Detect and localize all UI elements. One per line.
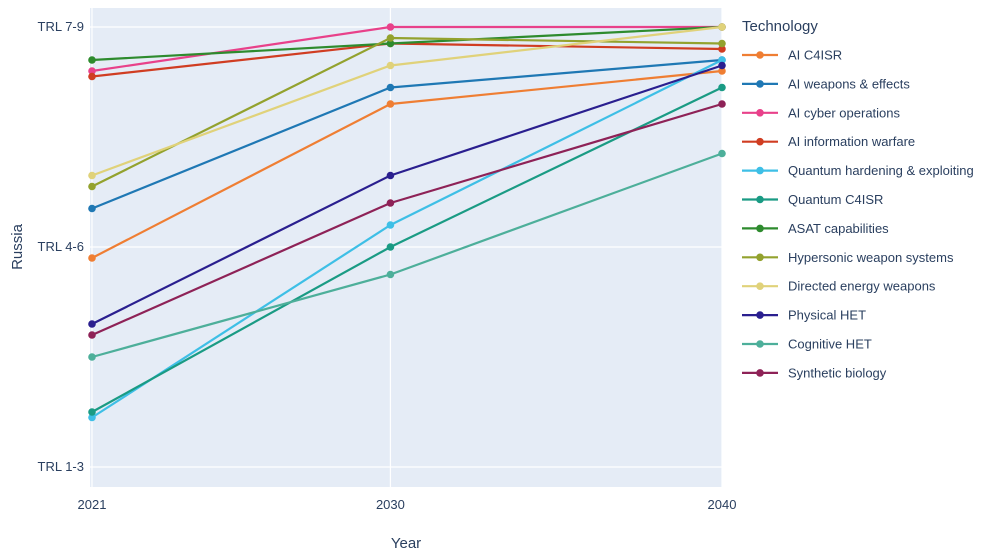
legend-swatch-marker xyxy=(756,166,764,175)
legend-item[interactable]: Physical HET xyxy=(742,308,866,323)
y-tick-label: TRL 1-3 xyxy=(38,459,84,474)
legend: Technology AI C4ISR AI weapons & effects A… xyxy=(742,18,974,380)
data-point xyxy=(386,100,395,108)
legend-label: Hypersonic weapon systems xyxy=(788,250,954,265)
data-point xyxy=(88,182,96,191)
data-point xyxy=(88,408,96,416)
legend-label: Physical HET xyxy=(788,308,866,323)
series-5 xyxy=(88,83,726,416)
data-point xyxy=(718,100,726,108)
data-point xyxy=(386,23,395,31)
data-point xyxy=(718,23,726,31)
data-point xyxy=(386,61,395,70)
y-tick-label: TRL 7-9 xyxy=(38,19,84,34)
legend-swatch-marker xyxy=(756,109,764,117)
x-axis-title: Year xyxy=(391,535,421,552)
x-tick-label: 2021 xyxy=(78,497,107,512)
legend-item[interactable]: Quantum hardening & exploiting xyxy=(742,163,974,178)
legend-label: AI information warfare xyxy=(788,134,915,149)
legend-swatch-marker xyxy=(756,282,764,291)
legend-label: Quantum C4ISR xyxy=(788,192,883,207)
series-0 xyxy=(88,67,726,262)
data-point xyxy=(386,221,395,229)
legend-label: Synthetic biology xyxy=(788,365,887,380)
data-point xyxy=(386,34,395,42)
data-point xyxy=(88,204,96,213)
legend-swatch-marker xyxy=(756,311,764,319)
legend-item[interactable]: Hypersonic weapon systems xyxy=(742,250,954,265)
series-7 xyxy=(88,34,726,191)
data-point xyxy=(718,149,726,158)
legend-label: Cognitive HET xyxy=(788,337,872,352)
data-point xyxy=(386,39,395,48)
legend-item[interactable]: ASAT capabilities xyxy=(742,221,889,236)
data-point xyxy=(718,39,726,48)
legend-title: Technology xyxy=(742,18,818,35)
data-point xyxy=(88,331,96,339)
data-point xyxy=(88,67,96,75)
legend-label: AI weapons & effects xyxy=(788,76,910,91)
data-point xyxy=(88,72,96,81)
legend-item[interactable]: AI C4ISR xyxy=(742,48,842,63)
data-point xyxy=(386,199,395,207)
legend-item[interactable]: Quantum C4ISR xyxy=(742,192,883,207)
legend-swatch-marker xyxy=(756,224,764,233)
y-tick-label: TRL 4-6 xyxy=(38,239,84,254)
legend-label: Directed energy weapons xyxy=(788,279,936,294)
series-11 xyxy=(88,100,726,339)
data-point xyxy=(88,353,96,361)
data-point xyxy=(386,243,395,251)
series-layer xyxy=(88,23,726,422)
data-point xyxy=(718,67,726,75)
series-10 xyxy=(88,149,726,361)
axis-layer: TRL 1-3 TRL 4-6 TRL 7-9 2021 2030 2040 xyxy=(38,19,737,512)
data-point xyxy=(386,270,395,279)
data-point xyxy=(88,413,96,422)
legend-label: AI cyber operations xyxy=(788,105,901,120)
legend-swatch-marker xyxy=(756,253,764,262)
legend-swatch-marker xyxy=(756,80,764,88)
legend-label: ASAT capabilities xyxy=(788,221,889,236)
data-point xyxy=(88,171,96,180)
legend-label: Quantum hardening & exploiting xyxy=(788,163,974,178)
y-axis-title: Russia xyxy=(9,223,26,270)
legend-item[interactable]: Cognitive HET xyxy=(742,337,872,352)
data-point xyxy=(718,83,726,92)
data-point xyxy=(718,56,726,64)
data-point xyxy=(386,83,395,92)
legend-swatch-marker xyxy=(756,369,764,377)
legend-item[interactable]: Synthetic biology xyxy=(742,365,887,380)
data-point xyxy=(88,320,96,328)
legend-swatch-marker xyxy=(756,195,764,204)
data-point xyxy=(718,45,726,53)
series-4 xyxy=(88,56,726,422)
legend-swatch-marker xyxy=(756,51,764,59)
x-tick-label: 2030 xyxy=(376,497,405,512)
legend-label: AI C4ISR xyxy=(788,48,842,63)
data-point xyxy=(88,56,96,64)
data-point xyxy=(88,254,96,262)
legend-swatch-marker xyxy=(756,340,764,348)
series-9 xyxy=(88,61,726,328)
legend-item[interactable]: AI information warfare xyxy=(742,134,915,149)
legend-item[interactable]: AI weapons & effects xyxy=(742,76,910,91)
series-8 xyxy=(88,23,726,180)
legend-swatch-marker xyxy=(756,137,764,146)
legend-item[interactable]: AI cyber operations xyxy=(742,105,901,120)
x-tick-label: 2040 xyxy=(708,497,737,512)
data-point xyxy=(386,171,395,180)
data-point xyxy=(718,61,726,70)
legend-item[interactable]: Directed energy weapons xyxy=(742,279,936,294)
